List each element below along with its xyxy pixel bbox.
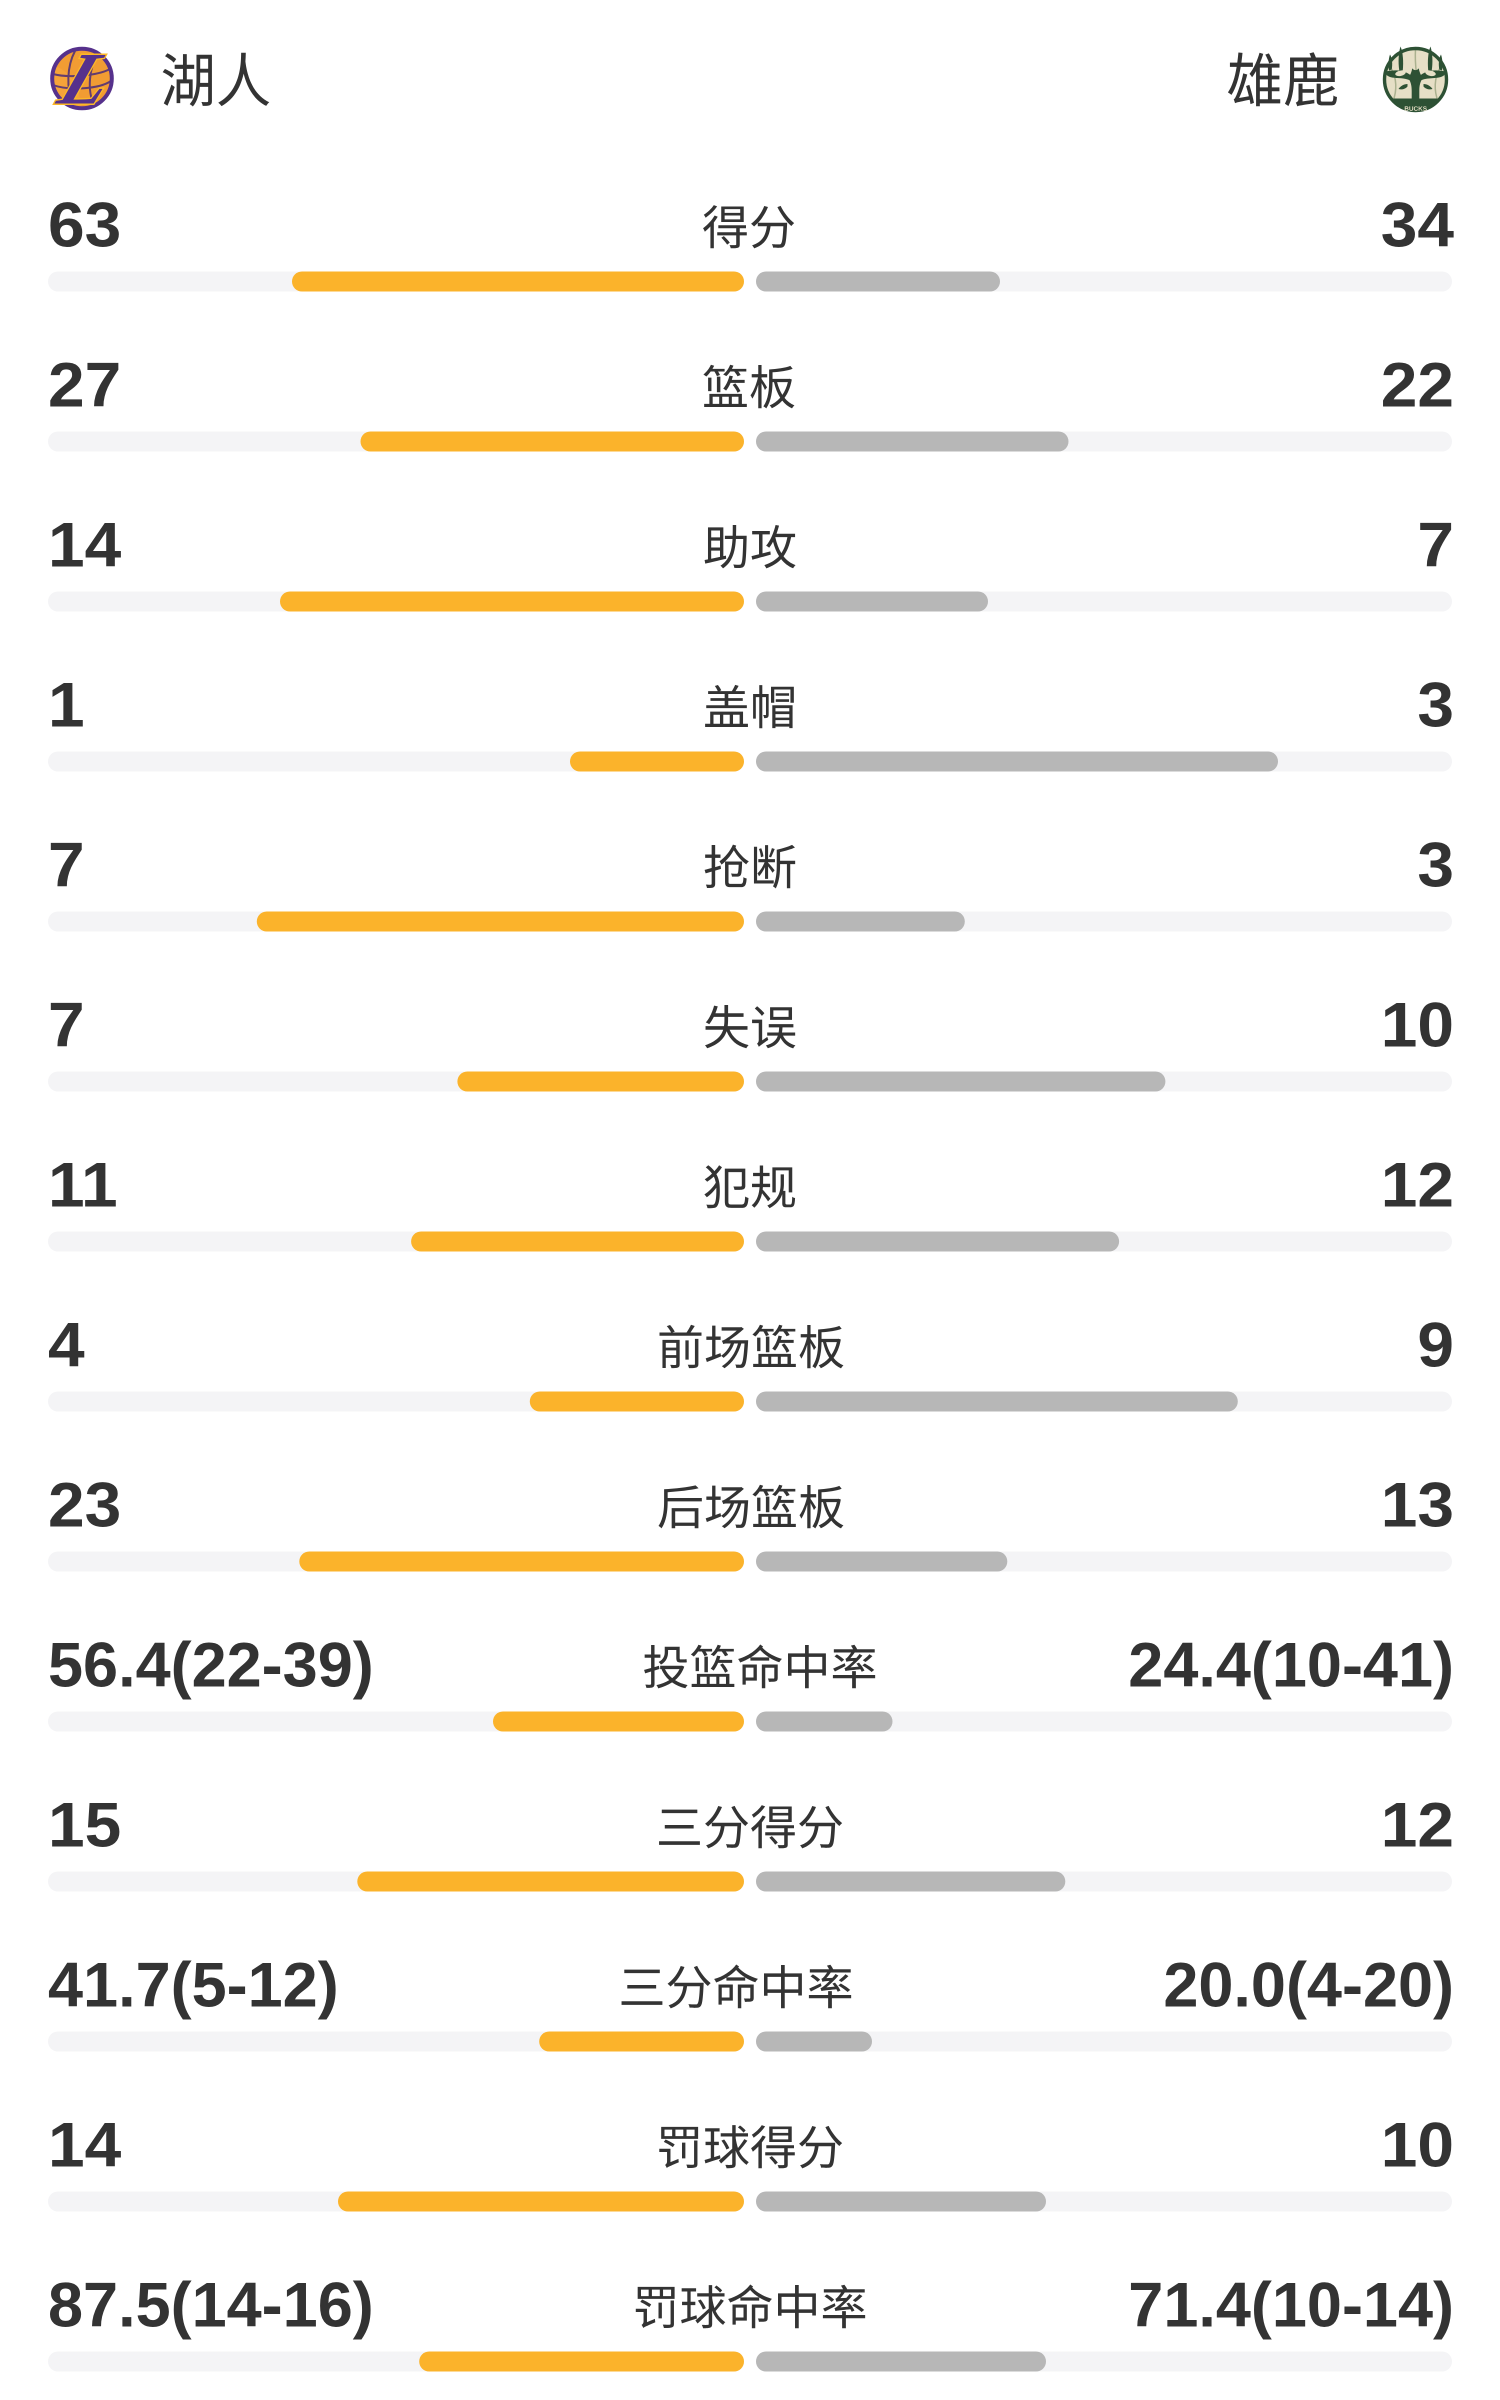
svg-text:13: 13 bbox=[1381, 1470, 1454, 1540]
svg-text:23: 23 bbox=[48, 1470, 121, 1540]
svg-text:34: 34 bbox=[1381, 190, 1454, 260]
svg-text:56.4(22-39): 56.4(22-39) bbox=[48, 1631, 374, 1701]
svg-text:87.5(14-16): 87.5(14-16) bbox=[48, 2271, 374, 2341]
svg-text:20.0(4-20): 20.0(4-20) bbox=[1163, 1951, 1454, 2021]
svg-text:7: 7 bbox=[1417, 510, 1454, 580]
svg-text:1: 1 bbox=[48, 670, 85, 740]
svg-text:41.7(5-12): 41.7(5-12) bbox=[48, 1951, 339, 2021]
svg-text:14: 14 bbox=[48, 510, 121, 580]
svg-text:27: 27 bbox=[48, 350, 121, 420]
svg-text:10: 10 bbox=[1381, 990, 1454, 1060]
svg-text:11: 11 bbox=[48, 1150, 118, 1220]
svg-text:7: 7 bbox=[48, 990, 85, 1060]
svg-text:10: 10 bbox=[1381, 2110, 1454, 2180]
svg-text:71.4(10-14): 71.4(10-14) bbox=[1128, 2271, 1454, 2341]
svg-text:14: 14 bbox=[48, 2110, 121, 2180]
svg-text:22: 22 bbox=[1381, 350, 1454, 420]
svg-text:12: 12 bbox=[1381, 1150, 1454, 1220]
svg-text:15: 15 bbox=[48, 1790, 121, 1860]
svg-text:7: 7 bbox=[48, 830, 85, 900]
svg-text:3: 3 bbox=[1417, 830, 1454, 900]
svg-text:4: 4 bbox=[48, 1310, 85, 1380]
svg-text:63: 63 bbox=[48, 190, 121, 260]
svg-text:3: 3 bbox=[1417, 670, 1454, 740]
svg-text:24.4(10-41): 24.4(10-41) bbox=[1128, 1631, 1454, 1701]
svg-text:9: 9 bbox=[1417, 1310, 1454, 1380]
svg-text:12: 12 bbox=[1381, 1790, 1454, 1860]
